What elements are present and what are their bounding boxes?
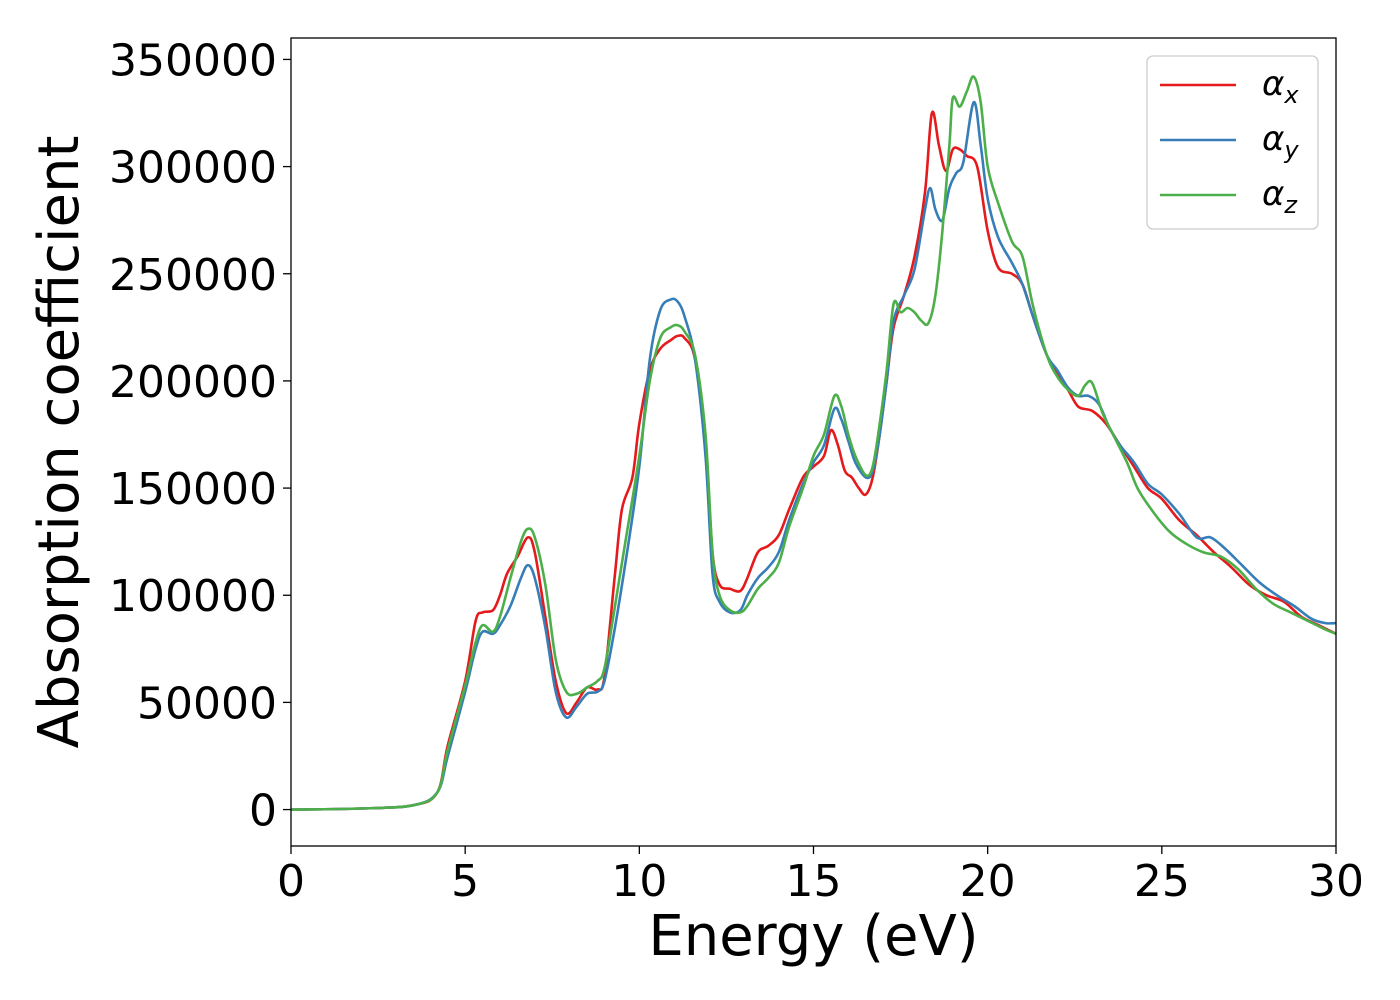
y-tick-label: 350000 — [109, 35, 277, 86]
x-tick-label: 0 — [277, 856, 305, 907]
x-axis-title: Energy (eV) — [648, 904, 978, 969]
x-tick-label: 25 — [1134, 856, 1190, 907]
x-tick-label: 5 — [451, 856, 479, 907]
series-layer — [290, 75, 1337, 811]
legend-label-2: αy — [1262, 119, 1299, 164]
y-tick-label: 250000 — [109, 250, 277, 301]
y-tick-label: 300000 — [109, 143, 277, 194]
y-tick-label: 0 — [249, 786, 277, 837]
x-tick-label: 30 — [1308, 856, 1364, 907]
series-line-3 — [290, 75, 1337, 811]
y-tick-label: 100000 — [109, 571, 277, 622]
y-tick-label: 200000 — [109, 357, 277, 408]
x-tick-label: 10 — [611, 856, 667, 907]
legend-box — [1146, 55, 1319, 230]
y-tick-label: 50000 — [137, 678, 277, 729]
series-line-1 — [290, 110, 1337, 811]
x-tick-label: 15 — [786, 856, 842, 907]
y-axis: 0 50000 100000 150000 200000 250000 300000 3500… — [109, 35, 291, 837]
x-tick-label: 20 — [960, 856, 1016, 907]
legend-label-1: αx — [1262, 64, 1299, 109]
legend-label-3: αz — [1262, 174, 1298, 219]
y-tick-label: 150000 — [109, 464, 277, 515]
x-axis: 0 5 10 15 20 25 30 — [277, 846, 1364, 907]
legend: αx αy αz — [1146, 55, 1319, 230]
y-axis-title: Absorption coefficient — [27, 136, 92, 749]
